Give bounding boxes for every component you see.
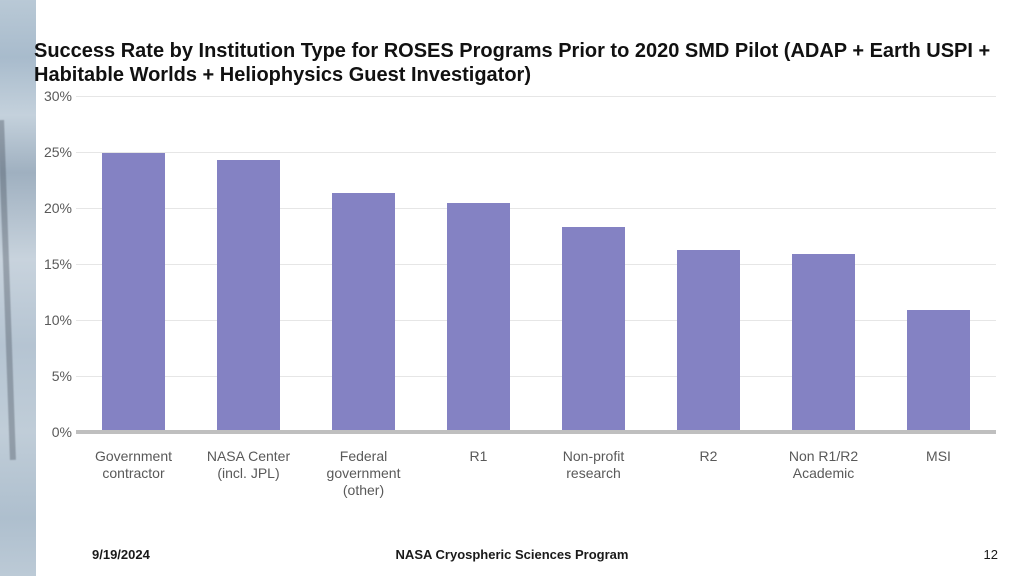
y-axis-label: 15% [34,256,72,272]
bar [562,227,625,430]
bar [447,203,510,430]
plot-area: 0%5%10%15%20%25%30%Government contractor… [76,96,996,432]
bar [792,254,855,430]
gridline [76,432,996,434]
bar [332,193,395,430]
footer-page-number: 12 [984,547,998,562]
y-axis-label: 5% [34,368,72,384]
chart-container: 0% 5% 10% 15% 20% 25% 30% Government contractor… [34,86,1004,480]
y-axis-label: 25% [34,144,72,160]
bar [677,250,740,430]
x-axis-label: Non R1/R2 Academic [766,448,881,482]
x-axis-label: R2 [651,448,766,465]
x-axis-label: NASA Center (incl. JPL) [191,448,306,482]
gridline [76,376,996,377]
gridline [76,208,996,209]
bar [907,310,970,430]
footer-center: NASA Cryospheric Sciences Program [0,547,1024,562]
y-axis-label: 10% [34,312,72,328]
bar [102,153,165,430]
x-axis-label: Federal government (other) [306,448,421,498]
x-axis-label: Non-profit research [536,448,651,482]
chart-title: Success Rate by Institution Type for ROS… [34,40,994,87]
decor-left-strip [0,0,36,576]
gridline [76,96,996,97]
bar [217,160,280,430]
gridline [76,320,996,321]
y-axis-label: 0% [34,424,72,440]
y-axis-label: 20% [34,200,72,216]
gridline [76,264,996,265]
x-axis-label: Government contractor [76,448,191,482]
x-axis-label: R1 [421,448,536,465]
footer: 9/19/2024 NASA Cryospheric Sciences Prog… [0,540,1024,562]
gridline [76,152,996,153]
x-axis-label: MSI [881,448,996,465]
y-axis-label: 30% [34,88,72,104]
